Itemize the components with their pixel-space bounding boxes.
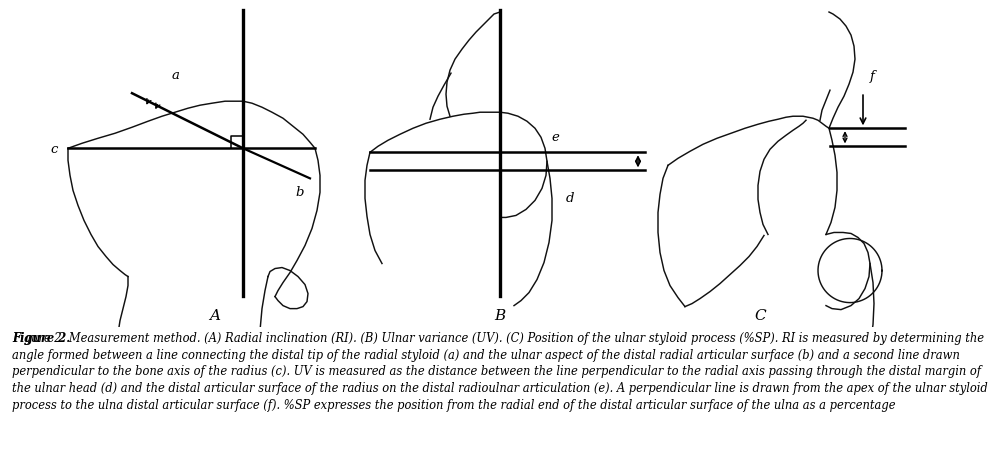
Text: a: a: [171, 69, 179, 82]
Text: e: e: [551, 131, 559, 144]
Text: f: f: [869, 70, 874, 83]
Text: Figure 2.: Figure 2.: [12, 332, 70, 345]
Text: Figure 2. Measurement method. (A) Radial inclination (RI). (B) Ulnar variance (U: Figure 2. Measurement method. (A) Radial…: [12, 332, 988, 412]
Text: d: d: [566, 192, 574, 205]
Text: b: b: [295, 187, 304, 199]
Text: C: C: [754, 309, 766, 322]
Text: B: B: [495, 309, 505, 322]
Text: c: c: [51, 143, 58, 156]
Text: A: A: [209, 309, 221, 322]
